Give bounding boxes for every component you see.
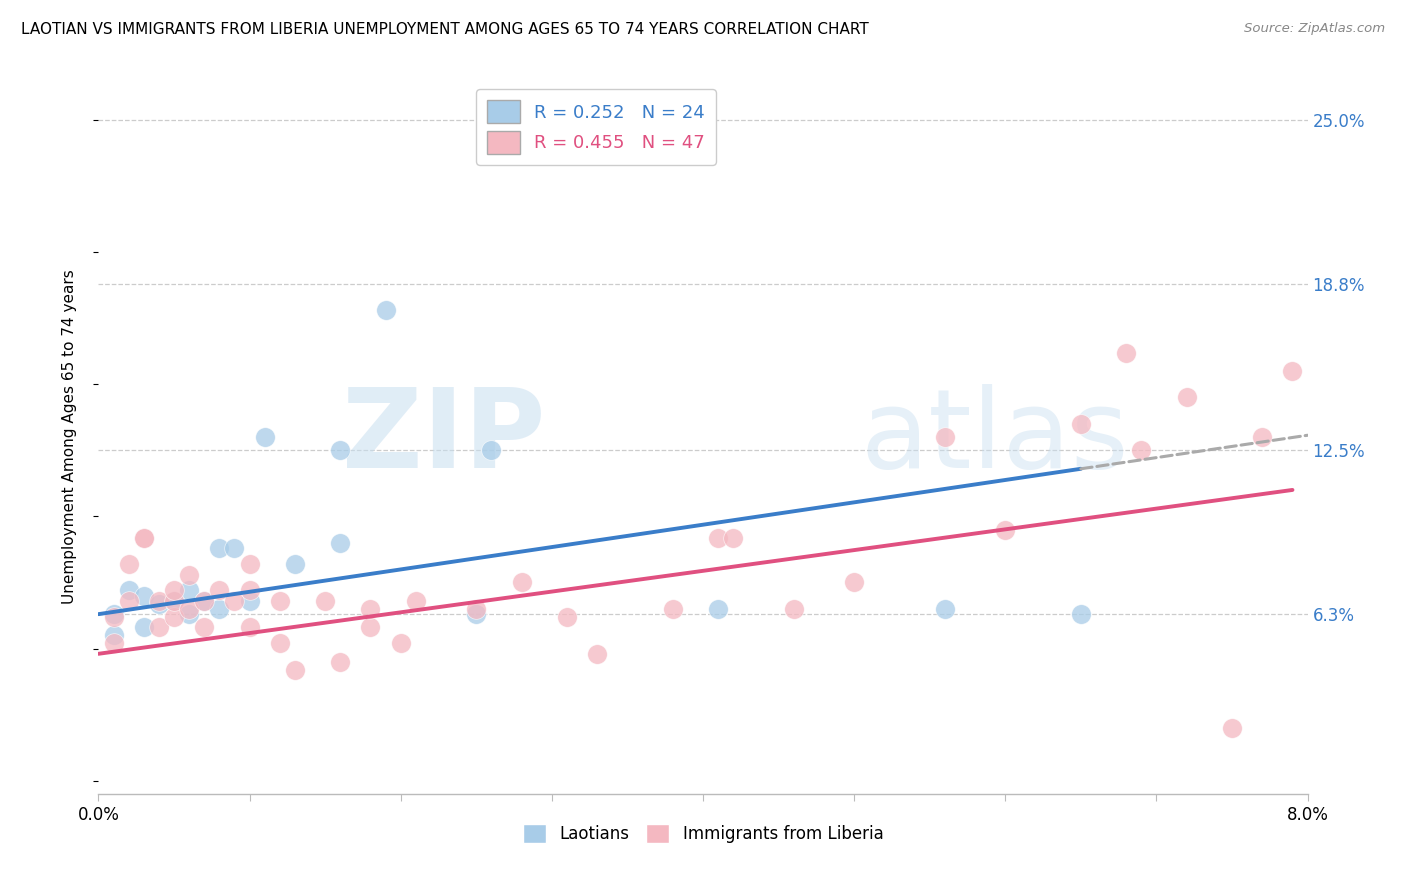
Point <box>208 602 231 616</box>
Point <box>329 655 352 669</box>
Point <box>179 583 201 598</box>
Point <box>132 589 155 603</box>
Point <box>329 443 352 458</box>
Point <box>208 541 231 555</box>
Point <box>465 602 488 616</box>
Point <box>994 523 1017 537</box>
Point <box>132 620 155 634</box>
Point <box>555 609 578 624</box>
Point <box>269 636 291 650</box>
Point <box>179 567 201 582</box>
Point <box>1175 391 1198 405</box>
Point <box>239 583 262 598</box>
Legend: Laotians, Immigrants from Liberia: Laotians, Immigrants from Liberia <box>516 817 890 850</box>
Point <box>314 594 336 608</box>
Point <box>163 594 186 608</box>
Point <box>208 583 231 598</box>
Point <box>284 557 307 571</box>
Point <box>103 607 125 622</box>
Point <box>132 531 155 545</box>
Point <box>224 594 246 608</box>
Point <box>783 602 806 616</box>
Point <box>103 609 125 624</box>
Point <box>239 594 262 608</box>
Point <box>1220 721 1243 735</box>
Point <box>481 443 503 458</box>
Text: atlas: atlas <box>860 384 1129 491</box>
Point <box>148 594 170 608</box>
Point <box>707 602 730 616</box>
Point <box>118 557 141 571</box>
Point <box>132 531 155 545</box>
Point <box>1115 345 1137 359</box>
Point <box>1070 607 1092 622</box>
Point <box>707 531 730 545</box>
Point <box>103 628 125 642</box>
Point <box>586 647 609 661</box>
Point <box>224 541 246 555</box>
Point <box>193 620 215 634</box>
Point <box>148 620 170 634</box>
Point <box>253 430 276 444</box>
Point <box>360 602 382 616</box>
Point <box>360 620 382 634</box>
Point <box>269 594 291 608</box>
Point <box>1251 430 1274 444</box>
Text: LAOTIAN VS IMMIGRANTS FROM LIBERIA UNEMPLOYMENT AMONG AGES 65 TO 74 YEARS CORREL: LAOTIAN VS IMMIGRANTS FROM LIBERIA UNEMP… <box>21 22 869 37</box>
Point <box>103 636 125 650</box>
Point <box>239 620 262 634</box>
Point <box>1070 417 1092 431</box>
Point <box>1130 443 1153 458</box>
Point <box>934 430 956 444</box>
Point <box>405 594 427 608</box>
Point <box>844 575 866 590</box>
Point <box>118 594 141 608</box>
Point <box>163 609 186 624</box>
Point <box>329 536 352 550</box>
Point <box>284 663 307 677</box>
Point <box>193 594 215 608</box>
Point <box>389 636 412 650</box>
Text: Source: ZipAtlas.com: Source: ZipAtlas.com <box>1244 22 1385 36</box>
Point <box>465 607 488 622</box>
Point <box>163 594 186 608</box>
Point <box>510 575 533 590</box>
Point <box>163 583 186 598</box>
Point <box>661 602 683 616</box>
Point <box>118 583 141 598</box>
Y-axis label: Unemployment Among Ages 65 to 74 years: Unemployment Among Ages 65 to 74 years <box>62 269 77 605</box>
Point <box>374 303 396 318</box>
Text: ZIP: ZIP <box>343 384 546 491</box>
Point <box>193 594 215 608</box>
Point <box>1281 364 1303 378</box>
Point <box>934 602 956 616</box>
Point <box>179 602 201 616</box>
Point <box>723 531 745 545</box>
Point <box>239 557 262 571</box>
Point <box>179 607 201 622</box>
Point <box>148 597 170 611</box>
